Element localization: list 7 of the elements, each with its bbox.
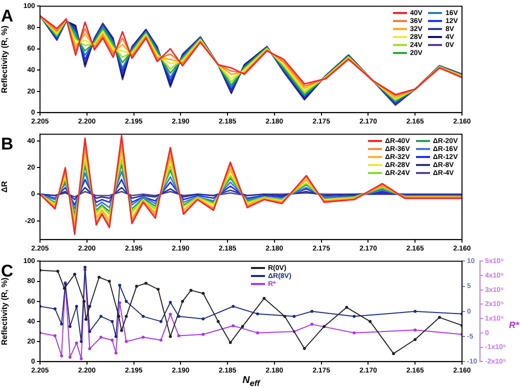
text: B — [1, 134, 14, 154]
text: A — [1, 6, 14, 26]
y-axis-title: ΔR — [0, 180, 10, 193]
y-axis-title: Reflectivity (R, %) — [0, 25, 10, 94]
x-axis-title: N$_{eff}$ — [242, 375, 260, 388]
y-axis-title: Reflectivity (R, %) — [0, 277, 10, 346]
y3-axis-title: R* — [508, 320, 520, 330]
